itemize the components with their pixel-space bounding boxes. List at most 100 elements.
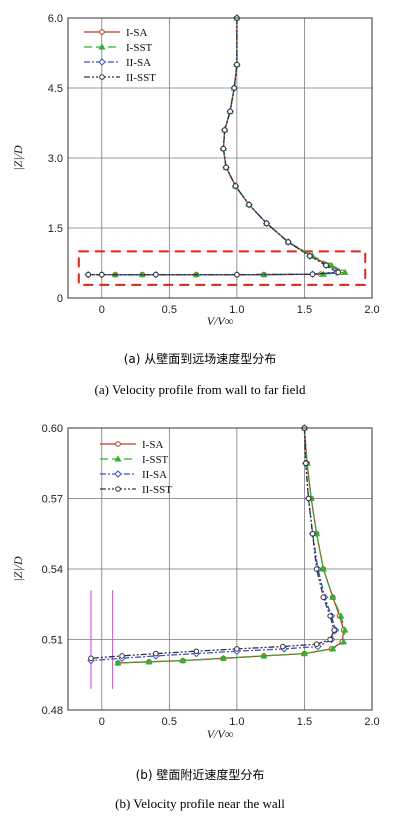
- data-point-I-SST: [319, 565, 327, 572]
- data-point-II-SST: [302, 460, 309, 467]
- data-point-II-SST: [85, 271, 92, 278]
- data-point-I-SST: [145, 658, 153, 665]
- y-tick-label: 6.0: [48, 13, 63, 25]
- data-point-I-SST: [329, 645, 337, 652]
- data-point-II-SST: [285, 239, 292, 245]
- data-point-II-SST: [327, 636, 333, 643]
- legend-label: II-SST: [142, 484, 172, 496]
- data-point-II-SST: [280, 643, 286, 650]
- x-tick-label: 1.5: [297, 716, 312, 728]
- data-point-II-SST: [320, 594, 327, 600]
- data-point-II-SST: [227, 108, 233, 115]
- data-point-II-SST: [88, 655, 94, 662]
- data-point-I-SST: [327, 261, 335, 268]
- data-point-II-SST: [309, 271, 316, 278]
- legend-marker: [114, 470, 122, 478]
- data-point-II-SST: [153, 271, 159, 278]
- caption-b-en: (b) Velocity profile near the wall: [115, 796, 285, 811]
- data-point-II-SST: [98, 271, 105, 278]
- legend-label: I-SST: [142, 454, 169, 466]
- plot-frame: [67, 17, 373, 299]
- data-point-II-SST: [153, 650, 159, 657]
- legend-marker: [115, 441, 121, 447]
- data-point-I-SST: [114, 659, 122, 666]
- legend-label: II-SA: [142, 469, 167, 481]
- data-point-II-SST: [309, 530, 316, 537]
- y-tick-label: 0.60: [42, 423, 63, 435]
- series-line-II-SST: [90, 427, 335, 659]
- data-point-II-SST: [234, 646, 240, 652]
- y-tick-label: 1.5: [48, 223, 63, 235]
- data-point-II-SST: [221, 127, 228, 133]
- data-point-I-SST: [179, 657, 187, 664]
- figure-b: 0 0.5 1.0 1.5 2.0 0.48 0.51 0.54 0.57 0.60 V/V∞ |Z|…: [0, 414, 400, 754]
- series-line-I-SST: [117, 427, 346, 664]
- y-tick-label: 0.48: [42, 705, 63, 717]
- x-tick-label: 2.0: [364, 304, 379, 316]
- data-point-II-SST: [223, 164, 229, 171]
- data-point-II-SST: [305, 495, 312, 502]
- data-point-II-SST: [232, 183, 239, 189]
- x-tick-label: 1.0: [229, 304, 244, 316]
- x-axis-label: V/V∞: [207, 727, 234, 741]
- x-tick-label: 0: [99, 716, 105, 728]
- figure-a: 0 0.5 1.0 1.5 2.0 0 1.5 3.0 4.5 6.0 V/V∞ |Z|/D I-SA I…: [0, 0, 400, 340]
- y-tick-label: 0.54: [42, 564, 63, 576]
- y-tick-label: 0.51: [42, 635, 63, 647]
- legend-label: II-SST: [126, 72, 156, 84]
- x-tick-label: 0: [99, 304, 105, 316]
- data-point-I-SST: [219, 654, 227, 661]
- data-point-I-SST: [329, 593, 337, 600]
- legend-label: I-SST: [126, 42, 153, 54]
- plot-frame: [67, 427, 373, 711]
- data-point-II-SST: [231, 85, 237, 91]
- x-axis-label: V/V∞: [207, 314, 234, 328]
- legend-marker: [98, 43, 106, 50]
- data-point-II-SST: [331, 627, 337, 633]
- legend-marker: [99, 74, 105, 80]
- data-point-II-SST: [193, 648, 200, 655]
- data-point-II-SST: [307, 253, 313, 259]
- y-tick-label: 3.0: [48, 153, 63, 165]
- chart-a-svg: 0 0.5 1.0 1.5 2.001.53.04.56.0V/V∞|Z|/DI-SAI…: [11, 13, 380, 328]
- caption-b-zh: (b) 壁面附近速度型分布: [135, 768, 265, 782]
- legend: I-SA I-SST II-SA II-SST: [100, 439, 172, 496]
- data-point-I-SST: [340, 638, 348, 645]
- data-point-II-SST: [313, 641, 320, 647]
- legend-marker: [98, 58, 106, 66]
- x-tick-label: 1.0: [229, 716, 244, 728]
- x-tick-label: 1.5: [297, 304, 312, 316]
- y-axis-label: |Z|/D: [11, 145, 25, 171]
- series-II-SST: [85, 15, 342, 278]
- data-point-I-SST: [341, 626, 349, 633]
- data-point-II-SST: [234, 61, 240, 68]
- legend-marker: [115, 486, 121, 492]
- data-point-II-SST: [220, 145, 227, 152]
- legend: I-SA I-SST II-SA II-SST: [84, 27, 156, 84]
- data-point-II-SST: [263, 220, 270, 227]
- legend-label: I-SA: [142, 439, 163, 451]
- data-point-II-SST: [335, 269, 342, 276]
- y-axis-label: |Z|/D: [11, 556, 25, 582]
- data-point-I-SST: [260, 652, 268, 659]
- x-tick-label: 0.5: [162, 716, 177, 728]
- caption-a-zh: (a) 从壁面到远场速度型分布: [123, 352, 277, 366]
- data-point-II-SST: [327, 613, 333, 619]
- data-point-I-SST: [337, 612, 345, 619]
- chart-b-svg: 0 0.5 1.0 1.5 2.0 0.48 0.51 0.54 0.57 0.60 V/V∞ |Z|…: [11, 423, 380, 741]
- y-tick-label: 0: [57, 293, 63, 305]
- legend-marker: [99, 29, 105, 35]
- data-point-II-SST: [313, 566, 320, 572]
- data-point-II-SST: [234, 271, 240, 278]
- y-tick-label: 4.5: [48, 83, 63, 95]
- y-tick-label: 0.57: [42, 494, 63, 506]
- data-point-II-SST: [246, 201, 252, 208]
- legend-marker: [114, 455, 122, 462]
- x-tick-label: 2.0: [364, 716, 379, 728]
- data-point-II-SST: [323, 262, 329, 269]
- legend-label: I-SA: [126, 27, 147, 39]
- caption-a-en: (a) Velocity profile from wall to far fi…: [94, 382, 306, 397]
- data-point-II-SST: [119, 653, 125, 659]
- data-point-I-SST: [300, 649, 308, 657]
- data-point-I-SST: [341, 268, 349, 275]
